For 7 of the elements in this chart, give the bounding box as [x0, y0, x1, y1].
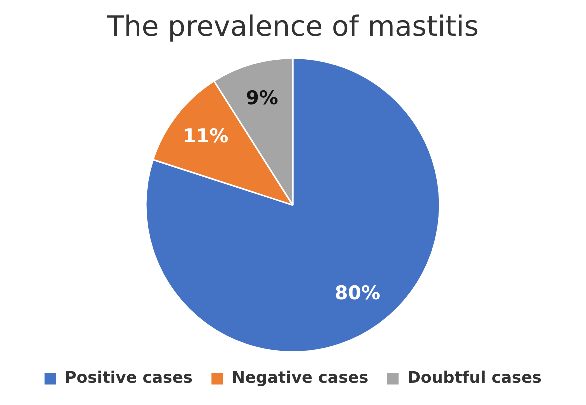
legend-label: Doubtful cases: [408, 368, 542, 388]
legend-label: Positive cases: [65, 368, 193, 388]
chart-title: The prevalence of mastitis: [106, 10, 479, 44]
data-label: 11%: [183, 126, 229, 148]
data-label: 80%: [335, 282, 381, 304]
data-label: 9%: [246, 87, 278, 110]
legend-label: Negative cases: [232, 368, 369, 388]
